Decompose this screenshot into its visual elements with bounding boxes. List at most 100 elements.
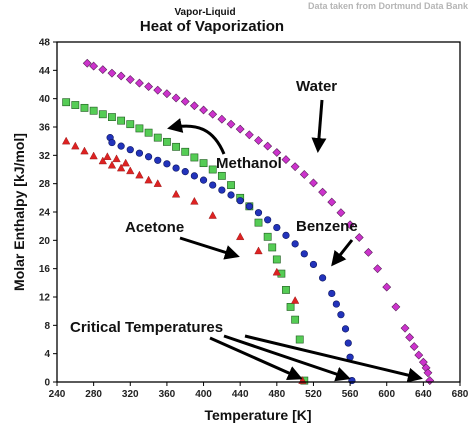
y-axis-title: Molar Enthalpy [kJ/mol] — [11, 133, 27, 291]
methanol-point — [199, 159, 208, 168]
arrow-critical-water — [244, 334, 423, 383]
benzene-point — [154, 156, 162, 164]
water-point — [272, 148, 282, 157]
benzene-point — [135, 149, 144, 157]
acetone-point — [62, 136, 71, 145]
water-point — [135, 78, 144, 88]
y-tick-label: 8 — [44, 321, 50, 332]
methanol-point — [217, 171, 226, 180]
methanol-point — [272, 255, 281, 264]
y-tick-label: 44 — [39, 66, 51, 77]
water-point — [400, 323, 410, 333]
benzene-point — [273, 223, 281, 232]
water-point — [354, 233, 364, 242]
methanol-point — [108, 113, 116, 121]
water-point — [281, 155, 291, 165]
methanol-point — [291, 315, 300, 324]
acetone-point — [80, 146, 89, 155]
benzene-point — [163, 160, 171, 168]
benzene-point — [291, 240, 299, 248]
methanol-point — [172, 142, 180, 151]
benzene-point — [190, 172, 198, 180]
water-point — [309, 178, 318, 188]
methanol-point — [208, 165, 217, 174]
benzene-point — [282, 231, 290, 239]
arrow-benzene — [331, 239, 354, 267]
arrow-critical-benzene — [223, 334, 351, 382]
arrow-methanol — [167, 118, 226, 155]
methanol-point — [126, 120, 135, 129]
methanol-point — [254, 218, 263, 227]
acetone-point — [208, 211, 217, 219]
water-point — [125, 75, 135, 84]
benzene-point — [254, 209, 263, 217]
water-point — [199, 105, 208, 115]
acetone-point — [236, 232, 245, 240]
acetone-point — [272, 267, 281, 276]
y-tick-label: 28 — [39, 179, 51, 190]
acetone-point — [112, 154, 121, 163]
annotation-critical-temperatures: Critical Temperatures — [70, 319, 223, 336]
benzene-point — [144, 153, 153, 161]
series-benzene — [106, 134, 356, 385]
water-point — [327, 197, 337, 207]
x-axis-title: Temperature [K] — [204, 407, 311, 423]
x-tick-label: 240 — [49, 389, 66, 400]
x-tick-label: 320 — [122, 389, 139, 400]
water-point — [263, 141, 273, 151]
acetone-point — [254, 246, 263, 255]
water-point — [318, 187, 328, 197]
acetone-point — [144, 175, 153, 184]
annotation-acetone: Acetone — [125, 219, 184, 236]
acetone-point — [98, 156, 107, 165]
series-acetone — [62, 136, 307, 384]
water-point — [244, 130, 254, 140]
methanol-point — [263, 232, 272, 241]
acetone-point — [291, 296, 300, 304]
benzene-point — [236, 197, 244, 205]
annotation-methanol: Methanol — [216, 155, 282, 172]
y-tick-label: 0 — [44, 378, 50, 389]
x-tick-label: 440 — [232, 389, 249, 400]
acetone-point — [190, 196, 199, 205]
methanol-point — [98, 110, 107, 119]
benzene-point — [337, 311, 345, 319]
benzene-point — [264, 216, 272, 224]
water-point — [180, 97, 190, 106]
water-point — [171, 93, 181, 103]
methanol-point — [268, 243, 277, 252]
y-tick-label: 48 — [39, 38, 51, 49]
water-point — [153, 85, 163, 95]
y-tick-label: 12 — [39, 293, 51, 304]
water-point — [107, 68, 117, 78]
methanol-point — [71, 101, 80, 109]
x-axis: 240 280 320 360 400 440 480 520 560 600 640 680 — [49, 382, 469, 400]
water-point — [423, 368, 433, 378]
methanol-point — [80, 103, 89, 112]
benzene-point — [300, 250, 308, 258]
series-layer — [62, 58, 435, 386]
benzene-point — [218, 186, 226, 194]
water-point — [336, 208, 346, 218]
y-tick-label: 24 — [39, 208, 51, 219]
y-tick-label: 4 — [44, 349, 50, 360]
water-point — [226, 119, 236, 129]
benzene-point — [126, 146, 134, 154]
acetone-point — [171, 189, 181, 198]
water-point — [363, 247, 373, 257]
x-tick-label: 640 — [415, 389, 432, 400]
y-tick-label: 32 — [39, 151, 51, 162]
water-point — [345, 220, 355, 230]
y-tick-label: 36 — [39, 123, 51, 134]
acetone-point — [71, 141, 80, 150]
y-tick-label: 16 — [39, 264, 51, 275]
methanol-point — [163, 137, 171, 146]
water-point — [116, 71, 126, 81]
annotation-water: Water — [296, 78, 337, 95]
water-point — [414, 350, 424, 360]
x-tick-label: 400 — [195, 389, 212, 400]
chart-subtitle: Vapor-Liquid — [174, 7, 235, 18]
benzene-point — [117, 142, 125, 150]
